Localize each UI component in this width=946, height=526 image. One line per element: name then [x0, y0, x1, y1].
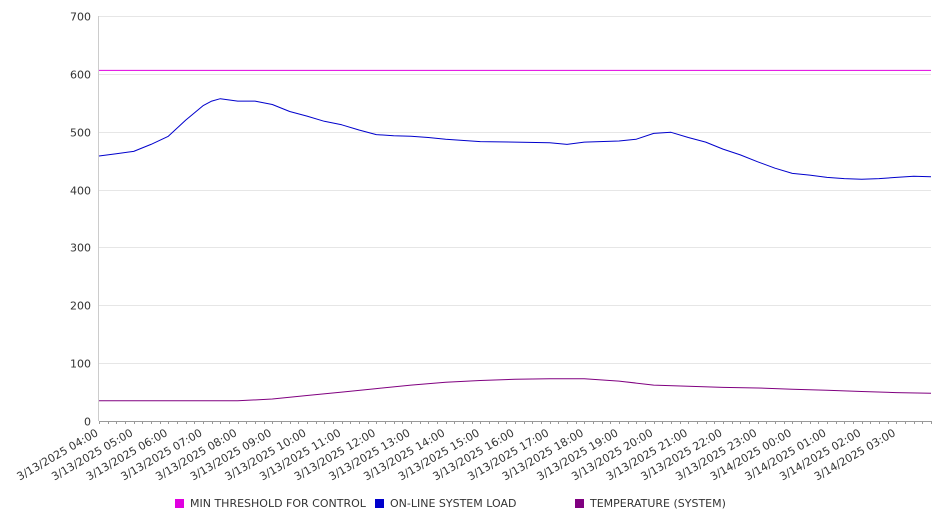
series-line-1 [98, 98, 932, 180]
legend-item-min-threshold[interactable]: MIN THRESHOLD FOR CONTROL [175, 497, 366, 510]
grid-lines [99, 16, 931, 364]
legend-swatch-min-threshold [175, 499, 184, 508]
legend-label-system-load: ON-LINE SYSTEM LOAD [390, 497, 517, 510]
legend-label-temperature: TEMPERATURE (SYSTEM) [590, 497, 726, 510]
y-tick-label: 600 [70, 69, 91, 82]
legend-swatch-system-load [375, 499, 384, 508]
legend-item-temperature[interactable]: TEMPERATURE (SYSTEM) [575, 497, 726, 510]
y-tick-label: 0 [84, 416, 91, 429]
y-tick-label: 100 [70, 358, 91, 371]
x-tick-labels: 3/13/2025 04:003/13/2025 05:003/13/2025 … [15, 426, 898, 483]
series-line-2 [99, 378, 932, 402]
y-tick-label: 500 [70, 127, 91, 140]
legend-label-min-threshold: MIN THRESHOLD FOR CONTROL [190, 497, 366, 510]
legend-swatch-temperature [575, 499, 584, 508]
y-tick-label: 200 [70, 300, 91, 313]
y-tick-labels: 0 100 200 300 400 500 600 700 [70, 11, 91, 429]
y-tick-label: 400 [70, 185, 91, 198]
y-tick-label: 300 [70, 242, 91, 255]
axes [98, 16, 932, 424]
y-tick-label: 700 [70, 11, 91, 24]
series-lines [98, 69, 932, 402]
legend-item-system-load[interactable]: ON-LINE SYSTEM LOAD [375, 497, 516, 510]
